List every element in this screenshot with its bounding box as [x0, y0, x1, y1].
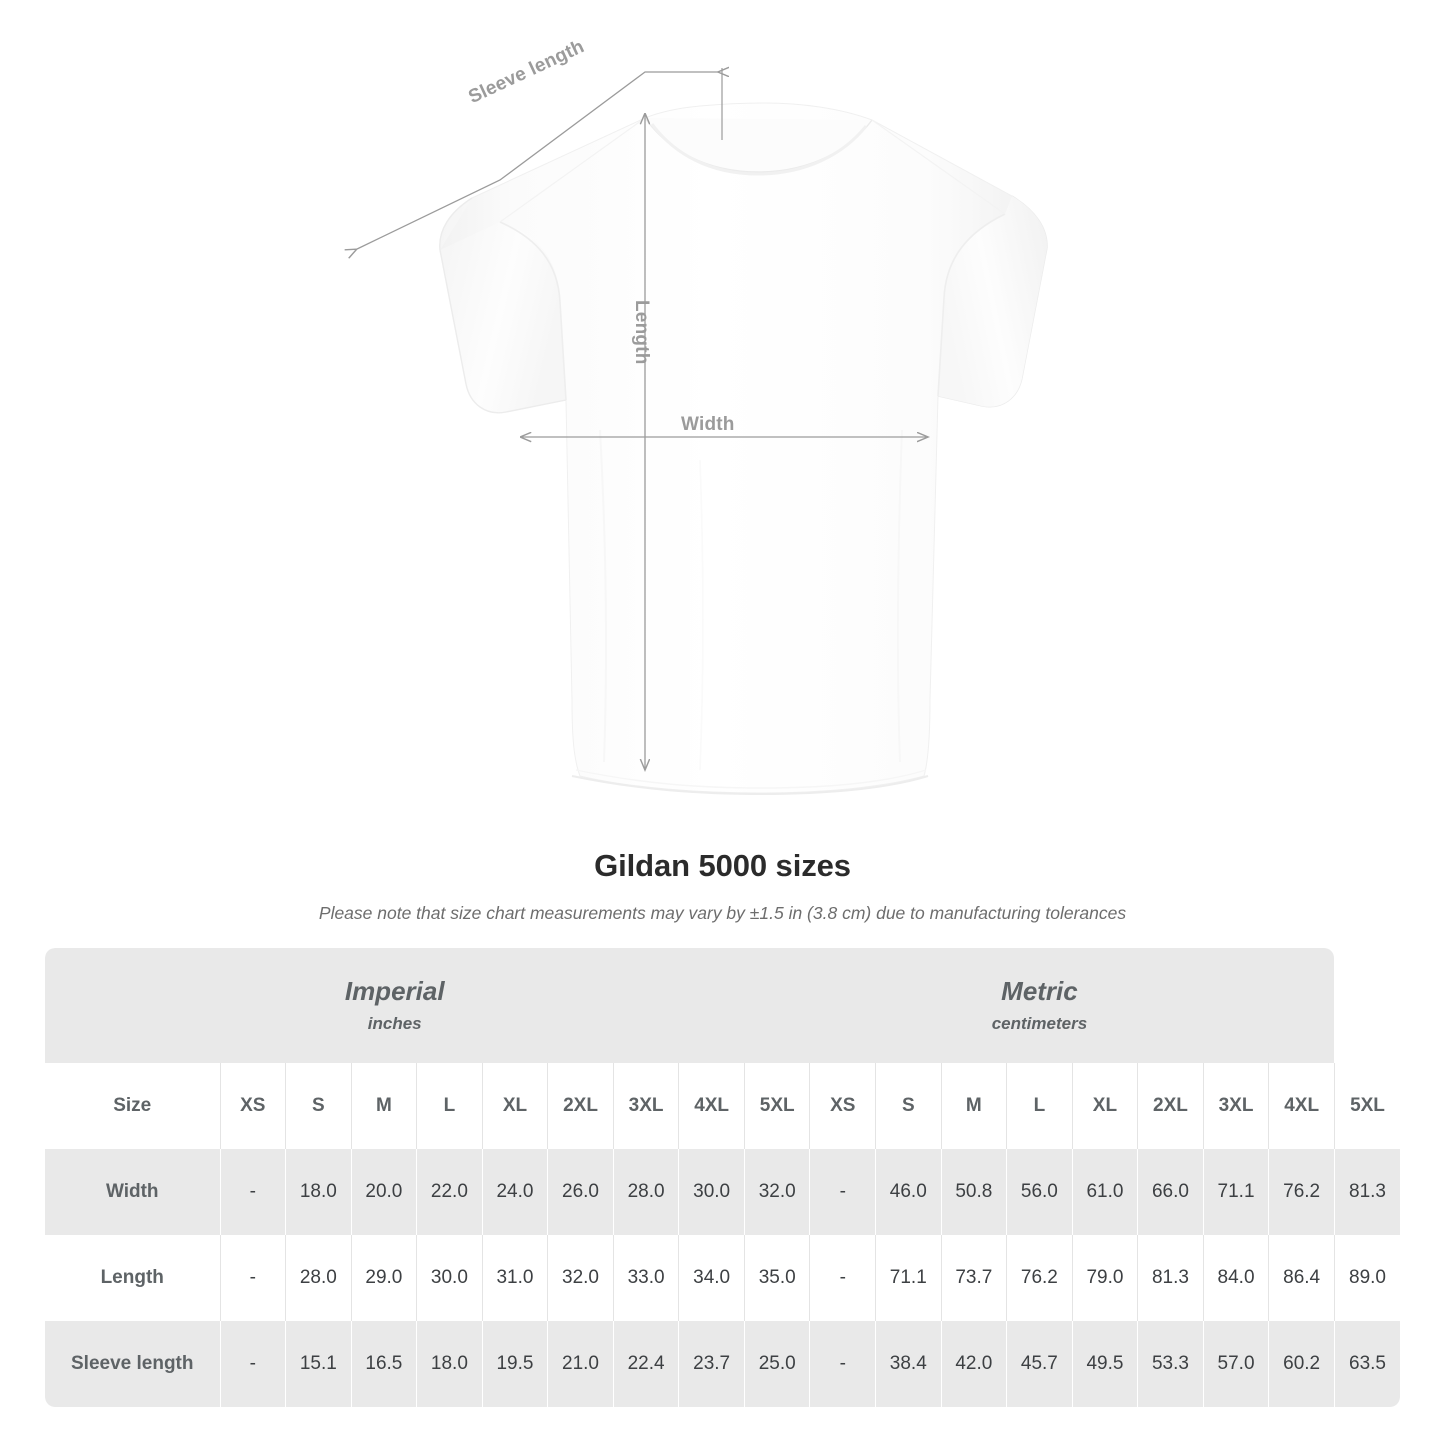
cell-length-imperial-xs: -	[219, 1235, 286, 1321]
cell-width-imperial-5xl: 32.0	[743, 1149, 810, 1235]
cell-width-metric-4xl: 76.2	[1268, 1149, 1335, 1235]
tshirt-diagram: Sleeve length Length Width	[0, 0, 1048, 796]
size-header-metric-s: S	[875, 1063, 942, 1149]
cell-length-imperial-5xl: 35.0	[743, 1235, 810, 1321]
width-label: Width	[681, 414, 735, 435]
cell-sleeve-metric-2xl: 53.3	[1137, 1321, 1204, 1407]
cell-length-imperial-m: 29.0	[350, 1235, 417, 1321]
sleeve-length-arrow	[355, 72, 718, 250]
size-header-metric-2xl: 2XL	[1137, 1063, 1204, 1149]
cell-width-imperial-3xl: 28.0	[612, 1149, 679, 1235]
size-table-container: Imperial inches Metric centimeters Size …	[45, 948, 1401, 1407]
cell-width-imperial-s: 18.0	[285, 1149, 352, 1235]
group-name-metric: Metric	[1001, 976, 1078, 1007]
size-row-label: Size	[113, 1095, 152, 1116]
cell-sleeve-metric-xl: 49.5	[1071, 1321, 1138, 1407]
tolerance-note: Please note that size chart measurements…	[318, 903, 1127, 923]
cell-sleeve-imperial-xl: 19.5	[481, 1321, 548, 1407]
cell-sleeve-metric-4xl: 60.2	[1268, 1321, 1335, 1407]
size-header-metric-5xl: 5XL	[1333, 1063, 1401, 1149]
cell-sleeve-imperial-m: 16.5	[350, 1321, 417, 1407]
tshirt-illustration	[0, 0, 1048, 796]
group-unit-imperial: inches	[367, 1013, 422, 1033]
cell-width-metric-3xl: 71.1	[1202, 1149, 1269, 1235]
cell-width-imperial-xl: 24.0	[481, 1149, 548, 1235]
cell-width-imperial-xs: -	[219, 1149, 286, 1235]
cell-sleeve-metric-3xl: 57.0	[1202, 1321, 1269, 1407]
unit-group-header-row: Imperial inches Metric centimeters	[45, 948, 1400, 1063]
cell-sleeve-metric-m: 42.0	[940, 1321, 1007, 1407]
size-header-imperial-4xl: 4XL	[678, 1063, 745, 1149]
size-header-metric-l: L	[1006, 1063, 1073, 1149]
size-header-imperial-m: M	[350, 1063, 417, 1149]
cell-sleeve-metric-xs: -	[809, 1321, 876, 1407]
size-header-metric-xs: XS	[809, 1063, 876, 1149]
cell-sleeve-imperial-l: 18.0	[416, 1321, 483, 1407]
cell-length-metric-l: 76.2	[1006, 1235, 1073, 1321]
cell-length-metric-5xl: 89.0	[1333, 1235, 1401, 1321]
size-header-imperial-xs: XS	[219, 1063, 286, 1149]
size-header-imperial-5xl: 5XL	[743, 1063, 810, 1149]
cell-length-imperial-3xl: 33.0	[612, 1235, 679, 1321]
size-header-metric-xl: XL	[1071, 1063, 1138, 1149]
cell-width-metric-m: 50.8	[940, 1149, 1007, 1235]
length-label: Length	[631, 300, 652, 365]
cell-sleeve-imperial-4xl: 23.7	[678, 1321, 745, 1407]
size-header-imperial-xl: XL	[481, 1063, 548, 1149]
cell-width-imperial-2xl: 26.0	[547, 1149, 614, 1235]
group-header-imperial: Imperial inches	[45, 948, 745, 1063]
size-chart-table: Imperial inches Metric centimeters Size …	[45, 948, 1401, 1407]
row-label-length: Length	[100, 1267, 164, 1288]
cell-width-metric-xs: -	[809, 1149, 876, 1235]
title-block: Gildan 5000 sizes Please note that size …	[0, 830, 1445, 924]
cell-sleeve-imperial-xs: -	[219, 1321, 286, 1407]
size-header-imperial-2xl: 2XL	[547, 1063, 614, 1149]
cell-width-metric-s: 46.0	[875, 1149, 942, 1235]
cell-length-metric-m: 73.7	[940, 1235, 1007, 1321]
size-header-metric-4xl: 4XL	[1268, 1063, 1335, 1149]
size-header-imperial-l: L	[416, 1063, 483, 1149]
cell-length-imperial-4xl: 34.0	[678, 1235, 745, 1321]
table-row: Sleeve length - 15.1 16.5 18.0 19.5 21.0…	[45, 1321, 1401, 1407]
row-label-sleeve-length: Sleeve length	[71, 1353, 194, 1374]
cell-length-imperial-xl: 31.0	[481, 1235, 548, 1321]
cell-length-imperial-2xl: 32.0	[547, 1235, 614, 1321]
size-header-imperial-3xl: 3XL	[612, 1063, 679, 1149]
size-header-row: Size XS S M L XL 2XL 3XL 4XL 5XL XS S M …	[45, 1063, 1401, 1149]
cell-sleeve-metric-5xl: 63.5	[1333, 1321, 1401, 1407]
table-row: Width - 18.0 20.0 22.0 24.0 26.0 28.0 30…	[45, 1149, 1401, 1235]
cell-length-metric-xs: -	[809, 1235, 876, 1321]
table-row: Length - 28.0 29.0 30.0 31.0 32.0 33.0 3…	[45, 1235, 1401, 1321]
cell-width-metric-l: 56.0	[1006, 1149, 1073, 1235]
cell-width-imperial-l: 22.0	[416, 1149, 483, 1235]
cell-sleeve-metric-s: 38.4	[875, 1321, 942, 1407]
cell-length-metric-4xl: 86.4	[1268, 1235, 1335, 1321]
cell-sleeve-imperial-2xl: 21.0	[547, 1321, 614, 1407]
cell-width-imperial-m: 20.0	[350, 1149, 417, 1235]
size-header-imperial-s: S	[285, 1063, 352, 1149]
cell-sleeve-imperial-s: 15.1	[285, 1321, 352, 1407]
row-label-width: Width	[105, 1181, 159, 1202]
group-name-imperial: Imperial	[344, 976, 445, 1007]
page-title: Gildan 5000 sizes	[594, 848, 851, 883]
cell-length-imperial-s: 28.0	[285, 1235, 352, 1321]
cell-width-metric-2xl: 66.0	[1137, 1149, 1204, 1235]
cell-length-imperial-l: 30.0	[416, 1235, 483, 1321]
cell-length-metric-2xl: 81.3	[1137, 1235, 1204, 1321]
cell-sleeve-imperial-5xl: 25.0	[743, 1321, 810, 1407]
measurement-annotations	[355, 68, 928, 770]
cell-length-metric-3xl: 84.0	[1202, 1235, 1269, 1321]
cell-sleeve-metric-l: 45.7	[1006, 1321, 1073, 1407]
shirt-shape	[439, 102, 1048, 796]
cell-sleeve-imperial-3xl: 22.4	[612, 1321, 679, 1407]
cell-length-metric-s: 71.1	[875, 1235, 942, 1321]
group-header-metric: Metric centimeters	[744, 948, 1335, 1063]
size-header-metric-3xl: 3XL	[1202, 1063, 1269, 1149]
cell-length-metric-xl: 79.0	[1071, 1235, 1138, 1321]
cell-width-metric-5xl: 81.3	[1333, 1149, 1401, 1235]
cell-width-imperial-4xl: 30.0	[678, 1149, 745, 1235]
cell-width-metric-xl: 61.0	[1071, 1149, 1138, 1235]
size-header-metric-m: M	[940, 1063, 1007, 1149]
group-unit-metric: centimeters	[991, 1013, 1088, 1033]
